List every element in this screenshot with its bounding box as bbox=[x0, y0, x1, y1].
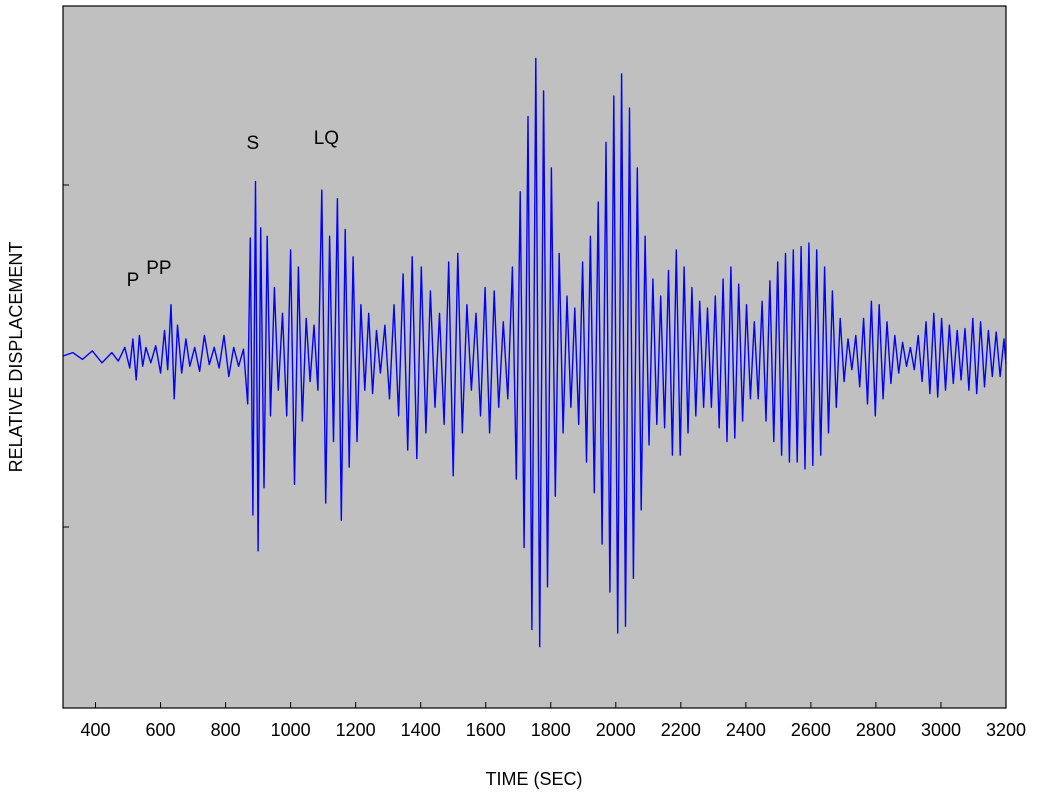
x-tick-label: 2200 bbox=[661, 720, 701, 740]
x-axis-ticks: 400 600 800 1000 1200 1400 1600 1800 2000 2200 240… bbox=[80, 702, 1026, 740]
x-tick-label: 3000 bbox=[921, 720, 961, 740]
x-tick-label: 3200 bbox=[986, 720, 1026, 740]
phase-label-lq: LQ bbox=[314, 128, 339, 149]
x-tick-label: 2800 bbox=[856, 720, 896, 740]
phase-label-s: S bbox=[247, 133, 260, 154]
x-tick-label: 1600 bbox=[466, 720, 506, 740]
y-axis-ticks bbox=[63, 184, 69, 528]
plot-area-background bbox=[62, 5, 1007, 709]
y-axis-title: RELATIVE DISPLACEMENT bbox=[6, 242, 26, 473]
x-tick-label: 2400 bbox=[726, 720, 766, 740]
x-tick-label: 2600 bbox=[791, 720, 831, 740]
x-tick-label: 1000 bbox=[271, 720, 311, 740]
x-tick-label: 1400 bbox=[401, 720, 441, 740]
x-tick-label: 1200 bbox=[336, 720, 376, 740]
phase-label-p: P bbox=[127, 270, 140, 291]
displacement-series-line bbox=[62, 57, 1007, 648]
x-tick-label: 800 bbox=[211, 720, 241, 740]
x-tick-label: 600 bbox=[146, 720, 176, 740]
phase-label-pp: PP bbox=[146, 258, 171, 279]
x-tick-label: 2000 bbox=[596, 720, 636, 740]
x-axis-title: TIME (SEC) bbox=[486, 769, 583, 789]
x-tick-label: 1800 bbox=[531, 720, 571, 740]
x-tick-label: 400 bbox=[80, 720, 110, 740]
